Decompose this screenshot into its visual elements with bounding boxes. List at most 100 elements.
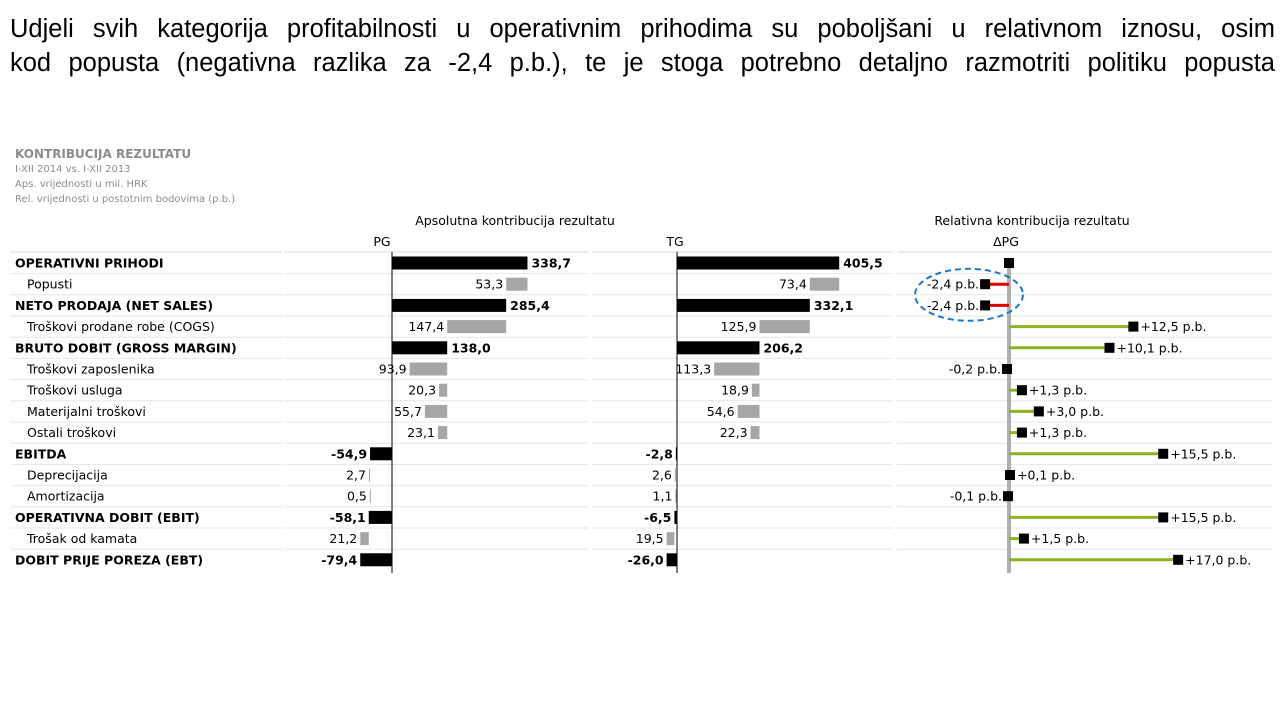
delta-pg-value-label: +0,1 p.b. (1017, 468, 1075, 483)
delta-pg-value-label: +1,3 p.b. (1029, 425, 1087, 440)
pg-bar (360, 532, 369, 546)
delta-pg-value-label: -0,2 p.b. (949, 362, 1001, 377)
delta-pg-marker (1104, 342, 1115, 353)
tg-bar (675, 489, 677, 503)
pg-bar (392, 298, 507, 312)
category-label: Popusti (27, 277, 72, 292)
delta-pg-marker (1003, 491, 1014, 502)
pg-value-label: -58,1 (330, 510, 366, 525)
tg-bar (677, 298, 810, 312)
delta-pg-marker (1016, 427, 1027, 438)
pg-bar (447, 320, 507, 334)
pg-value-label: 285,4 (510, 298, 550, 313)
tg-bar (759, 320, 810, 334)
delta-pg-marker (980, 300, 991, 311)
pg-value-label: 0,5 (347, 489, 367, 504)
delta-pg-marker (1158, 448, 1169, 459)
category-label: BRUTO DOBIT (GROSS MARGIN) (15, 340, 237, 355)
pg-value-label: 53,3 (475, 277, 503, 292)
category-label: Troškovi usluga (26, 383, 123, 398)
tg-value-label: 206,2 (763, 340, 803, 355)
tg-bar (677, 256, 840, 270)
delta-pg-value-label: +1,5 p.b. (1031, 531, 1089, 546)
pg-bar (360, 553, 392, 567)
delta-pg-value-label: +1,3 p.b. (1029, 383, 1087, 398)
pg-value-label: 338,7 (531, 256, 571, 271)
tg-bar (674, 468, 676, 482)
pg-bar (409, 362, 448, 376)
pg-bar (392, 256, 528, 270)
category-label: Troškovi zaposlenika (26, 362, 155, 377)
category-label: Troškovi prodane robe (COGS) (26, 319, 215, 334)
delta-pg-value-label: +17,0 p.b. (1185, 552, 1251, 567)
pg-bar (369, 489, 371, 503)
tg-bar (666, 553, 677, 567)
delta-pg-marker (1016, 385, 1027, 396)
panel-title-tg: TG (665, 234, 683, 249)
tg-bar (714, 362, 760, 376)
tg-bar (809, 277, 840, 291)
category-label: NETO PRODAJA (NET SALES) (15, 298, 213, 313)
category-label: EBITDA (15, 446, 67, 461)
tg-bar (751, 383, 760, 397)
delta-pg-marker (1018, 533, 1029, 544)
category-label: OPERATIVNI PRIHODI (15, 256, 164, 271)
tg-bar (674, 510, 677, 524)
pg-bar (370, 447, 392, 461)
tg-bar (666, 532, 675, 546)
tg-bar (675, 447, 677, 461)
relative-contribution-title: Relativna kontribucija rezultatu (934, 213, 1129, 228)
tg-value-label: 113,3 (675, 362, 711, 377)
tg-value-label: -2,8 (646, 446, 673, 461)
delta-pg-marker (1158, 512, 1169, 523)
slide-title-line-2: kod popusta (negativna razlika za -2,4 p… (10, 49, 1275, 77)
tg-value-label: 332,1 (814, 298, 854, 313)
delta-pg-value-label: -2,4 p.b. (927, 298, 979, 313)
pg-value-label: 21,2 (329, 531, 357, 546)
delta-pg-marker (1004, 470, 1015, 480)
pg-bar (424, 404, 448, 418)
delta-pg-value-label: -2,4 p.b. (927, 277, 979, 292)
tg-value-label: 405,5 (843, 256, 883, 271)
delta-pg-value-label: +10,1 p.b. (1116, 340, 1182, 355)
tg-value-label: 2,6 (652, 468, 672, 483)
slide-title-line-1: Udjeli svih kategorija profitabilnosti u… (10, 15, 1275, 43)
delta-pg-value-label: +15,5 p.b. (1170, 510, 1236, 525)
tg-value-label: -6,5 (644, 510, 671, 525)
delta-pg-marker (1173, 554, 1184, 565)
chart-period: I-XII 2014 vs. I-XII 2013 (15, 164, 131, 175)
tg-value-label: 19,5 (636, 531, 664, 546)
tg-value-label: 73,4 (779, 277, 807, 292)
chart-relative-unit-note: Rel. vrijednosti u postotnim bodovima (p… (15, 194, 236, 205)
pg-value-label: 93,9 (379, 362, 407, 377)
panel-title-pg: PG (373, 234, 390, 249)
delta-pg-marker (1128, 321, 1139, 332)
pg-bar (368, 468, 371, 482)
category-label: OPERATIVNA DOBIT (EBIT) (15, 510, 200, 525)
tg-value-label: 54,6 (707, 404, 735, 419)
pg-value-label: 55,7 (394, 404, 422, 419)
pg-value-label: -54,9 (331, 446, 367, 461)
tg-value-label: 1,1 (653, 489, 673, 504)
tg-value-label: -26,0 (628, 552, 664, 567)
category-label: Trošak od kamata (26, 531, 137, 546)
pg-bar (392, 341, 448, 355)
delta-pg-marker (1033, 406, 1044, 417)
tg-bar (750, 426, 760, 440)
category-label: Ostali troškovi (27, 425, 116, 440)
delta-pg-marker (1004, 258, 1014, 268)
pg-value-label: 23,1 (407, 425, 435, 440)
pg-bar (368, 510, 392, 524)
panel-title-delta-pg: ΔPG (993, 234, 1019, 249)
chart-heading: KONTRIBUCIJA REZULTATU (15, 147, 192, 161)
delta-pg-marker (1002, 364, 1013, 374)
delta-pg-value-label: +12,5 p.b. (1140, 319, 1206, 334)
pg-value-label: 147,4 (408, 319, 444, 334)
pg-value-label: -79,4 (321, 552, 357, 567)
chart-absolute-unit-note: Aps. vrijednosti u mil. HRK (15, 179, 148, 190)
absolute-contribution-title: Apsolutna kontribucija rezultatu (415, 213, 615, 228)
delta-pg-value-label: +15,5 p.b. (1170, 446, 1236, 461)
category-label: Amortizacija (27, 489, 105, 504)
pg-bar (437, 426, 448, 440)
